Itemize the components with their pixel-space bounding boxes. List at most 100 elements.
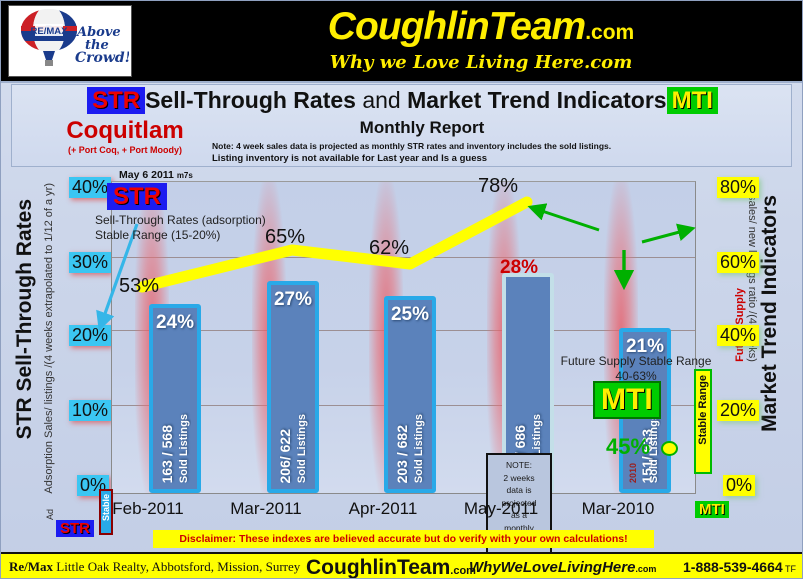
footer-site-1[interactable]: CoughlinTeam.com bbox=[306, 556, 476, 579]
mti-dot-icon bbox=[661, 441, 678, 456]
note-line-0: NOTE: bbox=[506, 460, 532, 470]
bar-sold-caption: Sold Listings bbox=[178, 413, 190, 483]
svg-text:Above: Above bbox=[75, 25, 121, 40]
bar-value-label: 24% bbox=[155, 312, 195, 333]
bar-sold-caption: Sold Listings bbox=[296, 413, 308, 483]
stable-marker: Stable bbox=[99, 489, 113, 535]
bar-value-label-may: 28% bbox=[500, 257, 539, 278]
bar-year-tag: 2010 bbox=[628, 462, 638, 483]
future-supply-note: Future Supply Stable Range 40-63% bbox=[546, 354, 726, 384]
date-stamp: May 6 2011 m7s bbox=[119, 169, 193, 181]
mti-point-label-may: 78% bbox=[478, 175, 519, 197]
bar-sold-listings: 203 / 682 bbox=[394, 424, 410, 483]
plot-area: 24% 163 / 568 Sold Listings 27% 206/ 622… bbox=[96, 181, 696, 494]
brand-tagline: Why we Love Living Here.com bbox=[329, 52, 633, 73]
brand-title: CoughlinTeam.com bbox=[171, 4, 791, 50]
chart-container: STR Sell-Through Rates Adsorption Sales/… bbox=[11, 169, 792, 557]
footer-site-2[interactable]: WhyWeLoveLivingHere.com bbox=[469, 559, 656, 576]
right-tick-0: 0% bbox=[723, 475, 756, 496]
title-part-1: Sell-Through Rates bbox=[145, 87, 356, 113]
mti-point-label-feb: 53% bbox=[119, 275, 160, 297]
remax-balloon-logo: R RE/MAX Above the Crowd! RE/MAX bbox=[8, 5, 132, 77]
right-tick-80: 80% bbox=[717, 177, 760, 198]
disclaimer-banner: Disclaimer: These indexes are believed a… bbox=[153, 530, 654, 548]
city-subtitle: (+ Port Coq, + Port Moody) bbox=[68, 145, 182, 155]
mti-badge-chart: MTI bbox=[593, 381, 661, 419]
page-footer: Re/Max Little Oak Realty, Abbotsford, Mi… bbox=[1, 552, 802, 579]
footer-brokerage-rest: Little Oak Realty, Abbotsford, Mission, … bbox=[53, 559, 301, 574]
note-line-4: as a bbox=[510, 510, 528, 520]
str-legend-line-2: Stable Range (15-20%) bbox=[95, 228, 221, 242]
date-stamp-suffix: m7s bbox=[176, 171, 193, 180]
report-note-1: Note: 4 week sales data is projected as … bbox=[212, 141, 612, 151]
svg-text:Crowd!: Crowd! bbox=[75, 50, 129, 66]
str-badge: STR bbox=[87, 87, 146, 114]
x-label-4: Mar-2010 bbox=[581, 499, 655, 518]
report-period: Monthly Report bbox=[359, 118, 485, 137]
right-tick-20: 20% bbox=[717, 400, 760, 421]
title-part-2: Market Trend Indicators bbox=[407, 87, 667, 113]
table-row: 27% 206/ 622 Sold Listings bbox=[267, 281, 319, 493]
note-line-1: 2 weeks bbox=[503, 472, 535, 483]
footer-site-1-name: CoughlinTeam bbox=[306, 556, 451, 579]
right-axis-subtitle: Future Supply sales/ new listings ratio … bbox=[734, 195, 758, 505]
table-row: 24% 163 / 568 Sold Listings bbox=[149, 304, 201, 493]
bar-sold-listings: 163 / 568 bbox=[159, 424, 175, 483]
mti-point-label-apr: 62% bbox=[369, 237, 410, 259]
brand-name: CoughlinTeam bbox=[327, 5, 586, 48]
footer-phone-suffix: TF bbox=[782, 564, 796, 574]
brand-suffix: .com bbox=[585, 21, 635, 44]
left-axis-subtitle: Adsorption Sales/ listings /(4 weeks ext… bbox=[43, 183, 55, 494]
footer-brokerage-bold: Re/Max bbox=[9, 559, 54, 574]
str-badge-chart: STR bbox=[107, 183, 167, 210]
page-title: Sell-Through Rates and Market Trend Indi… bbox=[145, 87, 666, 114]
note-line-3: projected bbox=[501, 497, 537, 508]
x-label-1: Mar-2011 bbox=[230, 499, 302, 518]
future-supply-note-line-1: Future Supply Stable Range bbox=[560, 354, 712, 368]
x-label-3: May-2011 bbox=[463, 499, 539, 518]
left-tick-30: 30% bbox=[69, 252, 112, 273]
bar-value-label: 21% bbox=[625, 336, 665, 357]
mti-current-value: 45% bbox=[606, 434, 651, 459]
right-axis-title: Market Trend Indicators bbox=[758, 195, 781, 432]
bar-sold-caption: Sold Listings bbox=[413, 413, 425, 483]
svg-text:RE/MAX: RE/MAX bbox=[31, 26, 69, 37]
x-label-2: Apr-2011 bbox=[348, 499, 418, 518]
note-line-5: monthly bbox=[504, 522, 534, 533]
str-badge-bottom: STR bbox=[56, 520, 94, 537]
bar-value-label: 25% bbox=[390, 304, 430, 325]
mti-point-label-mar: 65% bbox=[265, 226, 306, 248]
stable-range-marker: Stable Range bbox=[694, 369, 712, 474]
right-tick-40: 40% bbox=[717, 325, 760, 346]
mti-badge-bottom: MTI bbox=[695, 501, 729, 518]
mti-badge: MTI bbox=[666, 87, 718, 114]
left-tick-10: 10% bbox=[69, 400, 112, 421]
note-line-2: data is bbox=[506, 485, 532, 495]
bar-value-label: 27% bbox=[273, 289, 313, 310]
left-tick-20: 20% bbox=[69, 325, 112, 346]
ad-tiny-label: Ad bbox=[45, 509, 55, 521]
x-label-0: Feb-2011 bbox=[112, 499, 184, 518]
future-supply-note-line-2: 40-63% bbox=[615, 369, 657, 383]
footer-site-2-suffix: .com bbox=[635, 564, 657, 574]
city-name: Coquitlam bbox=[66, 117, 184, 144]
report-title-block: STR Sell-Through Rates and Market Trend I… bbox=[11, 84, 792, 167]
footer-brokerage: Re/Max Little Oak Realty, Abbotsford, Mi… bbox=[9, 559, 300, 575]
page-header: R RE/MAX Above the Crowd! RE/MAX Coughli… bbox=[1, 1, 802, 83]
report-note-2: Listing inventory is not available for L… bbox=[212, 153, 488, 164]
str-legend-line-1: Sell-Through Rates (adsorption) bbox=[95, 213, 266, 227]
left-axis-title: STR Sell-Through Rates bbox=[13, 199, 36, 440]
title-row: STR Sell-Through Rates and Market Trend I… bbox=[12, 87, 793, 117]
footer-phone-number: 1-888-539-4664 bbox=[683, 559, 783, 575]
title-conjunction: and bbox=[355, 87, 408, 113]
table-row: 25% 203 / 682 Sold Listings bbox=[384, 296, 436, 493]
bar-sold-listings: 206/ 622 bbox=[277, 428, 293, 484]
left-tick-40: 40% bbox=[69, 177, 112, 198]
svg-text:the: the bbox=[85, 38, 109, 53]
right-tick-60: 60% bbox=[717, 252, 760, 273]
footer-site-1-suffix: .com bbox=[450, 565, 476, 577]
footer-phone[interactable]: 1-888-539-4664 TF bbox=[683, 559, 796, 575]
str-legend: Sell-Through Rates (adsorption) Stable R… bbox=[95, 213, 266, 243]
footer-site-2-name: WhyWeLoveLivingHere bbox=[469, 559, 636, 576]
